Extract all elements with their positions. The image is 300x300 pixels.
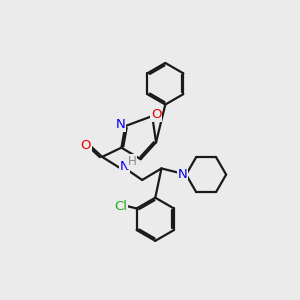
Text: O: O xyxy=(81,139,91,152)
Text: N: N xyxy=(116,118,125,131)
Text: N: N xyxy=(177,168,187,181)
Text: O: O xyxy=(151,108,161,121)
Text: H: H xyxy=(128,155,136,168)
Text: Cl: Cl xyxy=(115,200,128,213)
Text: N: N xyxy=(120,160,129,173)
